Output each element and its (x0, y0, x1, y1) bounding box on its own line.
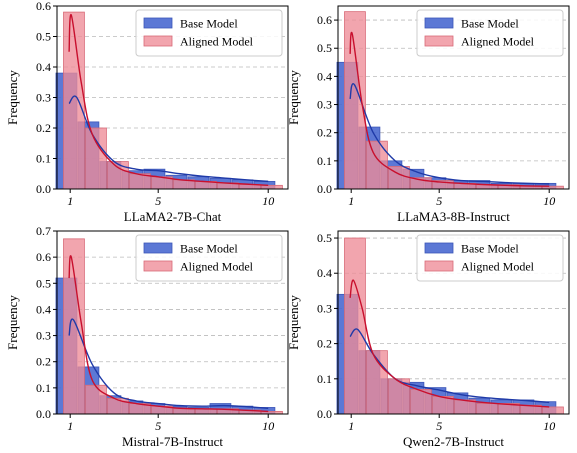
y-tick-label: 0.4 (36, 60, 51, 74)
legend: Base Model Aligned Model (135, 234, 283, 282)
x-tick-label: 1 (348, 194, 354, 208)
x-tick-label: 10 (262, 194, 274, 208)
x-tick-label: 10 (543, 194, 555, 208)
y-axis-label: Frequency (5, 70, 20, 125)
x-axis-label: Qwen2-7B-Instruct (403, 434, 504, 449)
subplot-1: 0.0 0.1 0.2 0.3 0.4 0.5 0.6 1 5 10 LLaMA2-7B-Chat F… (5, 0, 289, 224)
x-tick-label: 10 (262, 419, 274, 433)
y-tick-label: 0.6 (36, 0, 51, 13)
y-tick-label: 0.2 (36, 355, 51, 369)
y-tick-label: 0.3 (317, 301, 332, 315)
x-tick-label: 1 (67, 419, 73, 433)
x-axis-label: LLaMA3-8B-Instruct (397, 209, 510, 224)
legend-box (135, 9, 283, 57)
y-tick-label: 0.1 (317, 154, 332, 168)
legend-swatch-base (424, 17, 454, 29)
y-tick-label: 0.1 (317, 372, 332, 386)
x-tick-label: 5 (436, 419, 442, 433)
kde-line-aligned (349, 31, 550, 187)
legend-box (416, 234, 564, 282)
plot-frame (56, 230, 289, 415)
legend-box (135, 234, 283, 282)
legend-swatch-base (424, 242, 454, 254)
y-tick-label: 0.0 (36, 407, 51, 421)
y-tick-label: 0.2 (36, 121, 51, 135)
kde-line-base (349, 83, 550, 185)
y-tick-label: 0.1 (36, 381, 51, 395)
y-axis-label: Frequency (5, 295, 20, 350)
legend-label-base: Base Model (461, 17, 519, 31)
bar-aligned-1 (63, 11, 85, 190)
legend-swatch-aligned (424, 35, 454, 47)
subplot-4: 0.0 0.1 0.2 0.3 0.4 0.5 1 5 10 Qwen2-7B-Instruct F… (286, 230, 570, 449)
y-tick-label: 0.5 (36, 30, 51, 44)
legend-swatch-aligned (424, 260, 454, 272)
subplot-3: 0.0 0.1 0.2 0.3 0.4 0.5 0.6 0.7 1 5 10 Mistral-7B-I… (5, 224, 289, 449)
x-tick-label: 5 (436, 194, 442, 208)
y-tick-label: 0.7 (36, 224, 51, 238)
plot-frame (337, 230, 570, 415)
legend-label-base: Base Model (180, 17, 238, 31)
y-tick-label: 0.5 (317, 231, 332, 245)
y-tick-label: 0.1 (36, 152, 51, 166)
x-tick-label: 1 (67, 194, 73, 208)
bar-aligned-6 (173, 408, 195, 415)
legend-swatch-aligned (143, 35, 173, 47)
x-tick-label: 1 (348, 419, 354, 433)
y-tick-label: 0.5 (317, 41, 332, 55)
legend-box (416, 9, 564, 57)
bar-aligned-1 (344, 11, 366, 190)
y-tick-label: 0.3 (36, 91, 51, 105)
kde-line-aligned (349, 279, 550, 408)
legend: Base Model Aligned Model (135, 9, 283, 57)
legend: Base Model Aligned Model (416, 9, 564, 57)
legend: Base Model Aligned Model (416, 234, 564, 282)
legend-label-aligned: Aligned Model (461, 260, 535, 274)
bar-aligned-6 (454, 399, 476, 415)
bar-aligned-7 (476, 403, 498, 415)
y-tick-label: 0.0 (317, 407, 332, 421)
y-tick-label: 0.2 (317, 337, 332, 351)
y-tick-label: 0.3 (317, 98, 332, 112)
y-tick-label: 0.0 (317, 182, 332, 196)
y-axis-label: Frequency (286, 70, 301, 125)
bar-aligned-2 (85, 127, 107, 190)
x-axis-label: Mistral-7B-Instruct (122, 434, 223, 449)
bar-aligned-10 (261, 184, 283, 190)
y-tick-label: 0.6 (317, 13, 332, 27)
y-tick-label: 0.5 (36, 276, 51, 290)
x-axis-label: LLaMA2-7B-Chat (124, 209, 222, 224)
y-tick-label: 0.4 (36, 302, 51, 316)
x-tick-label: 5 (155, 194, 161, 208)
kde-line-aligned (68, 14, 269, 187)
legend-label-base: Base Model (461, 242, 519, 256)
x-tick-label: 10 (543, 419, 555, 433)
legend-label-aligned: Aligned Model (180, 260, 254, 274)
kde-line-base (68, 95, 269, 183)
y-axis-label: Frequency (286, 295, 301, 350)
legend-swatch-base (143, 242, 173, 254)
y-tick-label: 0.3 (36, 329, 51, 343)
y-tick-label: 0.4 (317, 69, 332, 83)
subplot-2: 0.0 0.1 0.2 0.3 0.4 0.5 0.6 1 5 10 LLaMA3-8B-Instr… (286, 5, 570, 224)
legend-label-aligned: Aligned Model (180, 35, 254, 49)
legend-swatch-aligned (143, 260, 173, 272)
legend-swatch-base (143, 17, 173, 29)
y-tick-label: 0.6 (36, 250, 51, 264)
bar-aligned-10 (542, 406, 564, 415)
bar-aligned-3 (107, 161, 129, 190)
kde-line-aligned (68, 255, 269, 413)
legend-label-aligned: Aligned Model (461, 35, 535, 49)
plot-frame (337, 5, 570, 190)
kde-line-base (349, 328, 550, 404)
y-tick-label: 0.0 (36, 182, 51, 196)
y-tick-label: 0.4 (317, 266, 332, 280)
bar-aligned-2 (85, 384, 107, 415)
x-tick-label: 5 (155, 419, 161, 433)
y-tick-label: 0.2 (317, 126, 332, 140)
bar-aligned-1 (344, 237, 366, 415)
legend-label-base: Base Model (180, 242, 238, 256)
